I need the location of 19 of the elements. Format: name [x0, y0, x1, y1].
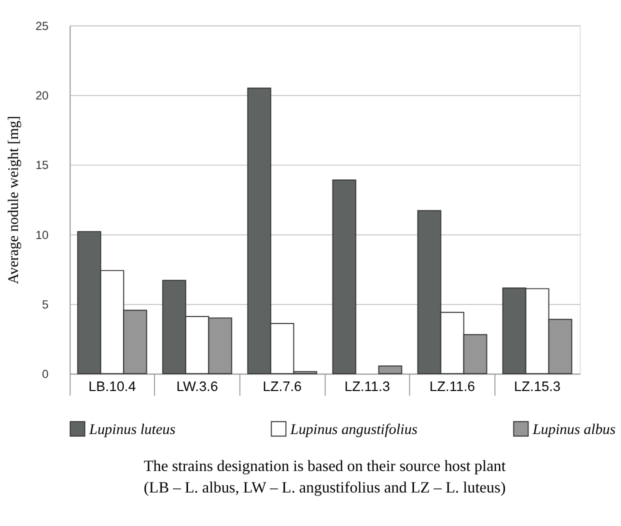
- x-tick-label: LB.10.4: [88, 378, 136, 394]
- y-axis-title: Average nodule weight [mg]: [6, 116, 22, 284]
- x-tick-label: LZ.11.3: [344, 378, 390, 394]
- bar: [332, 180, 356, 374]
- y-tick-label: 0: [42, 368, 50, 382]
- y-tick-label: 10: [35, 228, 50, 242]
- text: (LB – L. albus, LW – L. angustifolius and LZ – L. luteus): [144, 479, 506, 496]
- y-tick-label: 25: [35, 20, 50, 33]
- x-tick-label: LW.3.6: [176, 378, 218, 394]
- y-tick-label: 5: [42, 298, 50, 312]
- x-tick-label: LZ.11.6: [430, 378, 476, 394]
- x-tick-label: LZ.15.3: [514, 378, 561, 394]
- text: The strains designation is based on their source host plant: [144, 458, 506, 475]
- legend-label: Lupinus luteus: [88, 422, 176, 438]
- y-tick-label: 15: [35, 159, 50, 172]
- x-tick-label: LZ.7.6: [262, 378, 302, 394]
- y-tick-label: 20: [35, 89, 50, 102]
- legend-label: Lupinus albus: [532, 422, 616, 438]
- legend-label: Lupinus angustifolius: [289, 422, 418, 438]
